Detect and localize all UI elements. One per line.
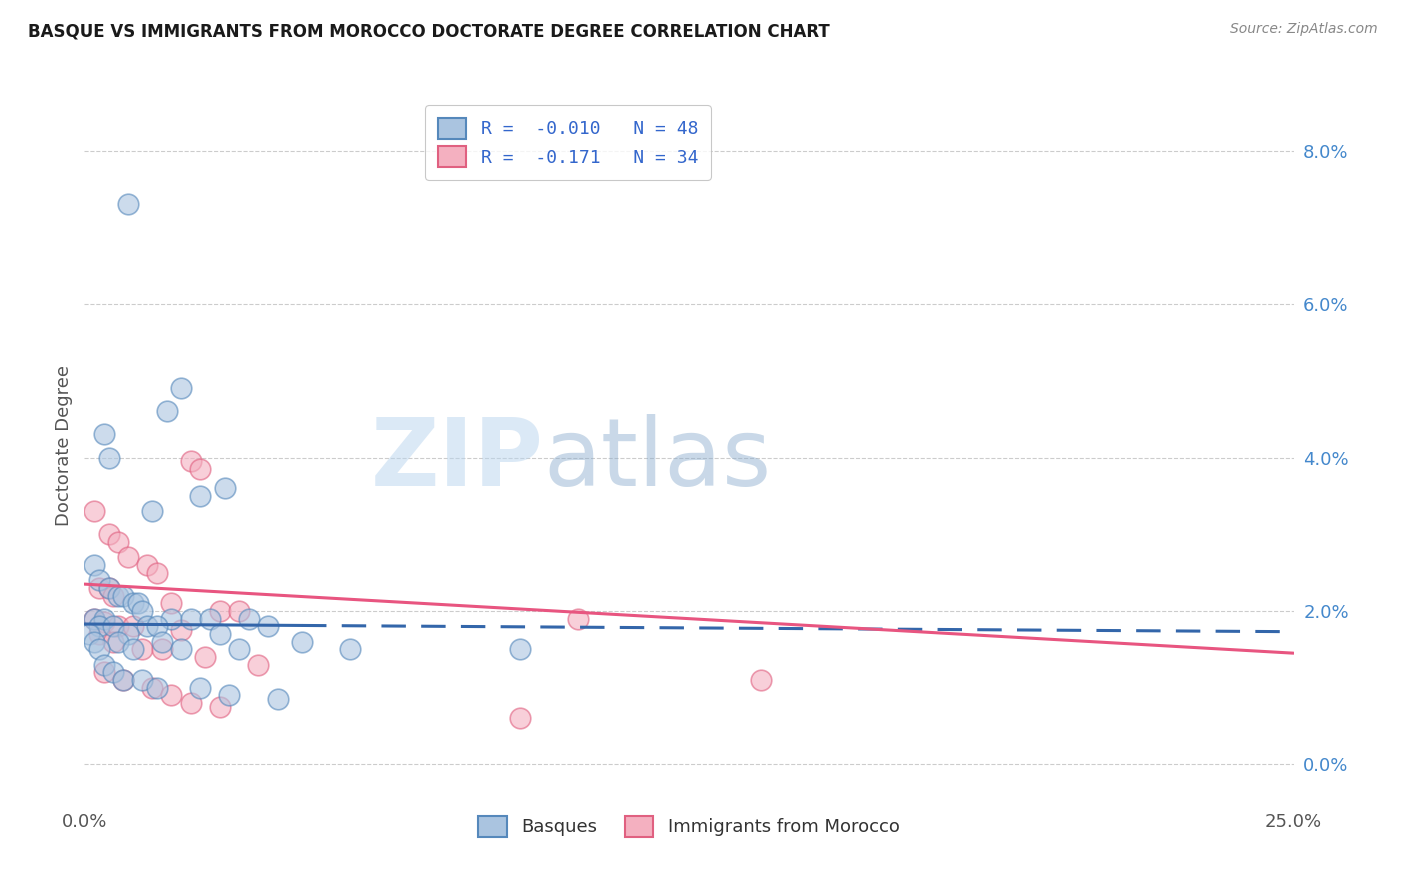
- Point: [103, 589, 125, 603]
- Point: [121, 619, 143, 633]
- Point: [93, 427, 115, 442]
- Point: [97, 581, 120, 595]
- Point: [112, 589, 135, 603]
- Point: [180, 454, 202, 468]
- Point: [208, 627, 231, 641]
- Point: [170, 642, 193, 657]
- Point: [198, 612, 221, 626]
- Point: [93, 665, 115, 680]
- Point: [170, 381, 193, 395]
- Text: atlas: atlas: [544, 414, 772, 507]
- Point: [155, 404, 177, 418]
- Point: [291, 634, 314, 648]
- Point: [180, 696, 202, 710]
- Point: [136, 558, 159, 572]
- Point: [93, 615, 115, 630]
- Point: [117, 197, 139, 211]
- Point: [131, 642, 153, 657]
- Legend: Basques, Immigrants from Morocco: Basques, Immigrants from Morocco: [471, 808, 907, 844]
- Point: [160, 612, 183, 626]
- Point: [112, 673, 135, 687]
- Point: [150, 642, 173, 657]
- Text: ZIP: ZIP: [371, 414, 544, 507]
- Point: [509, 642, 531, 657]
- Point: [83, 612, 105, 626]
- Text: Source: ZipAtlas.com: Source: ZipAtlas.com: [1230, 22, 1378, 37]
- Point: [107, 619, 129, 633]
- Point: [117, 550, 139, 565]
- Y-axis label: Doctorate Degree: Doctorate Degree: [55, 366, 73, 526]
- Point: [103, 665, 125, 680]
- Point: [112, 673, 135, 687]
- Point: [103, 619, 125, 633]
- Point: [180, 612, 202, 626]
- Point: [87, 581, 110, 595]
- Point: [131, 673, 153, 687]
- Point: [238, 612, 260, 626]
- Point: [208, 699, 231, 714]
- Point: [117, 627, 139, 641]
- Point: [107, 535, 129, 549]
- Point: [141, 504, 163, 518]
- Point: [127, 596, 149, 610]
- Point: [93, 657, 115, 672]
- Point: [146, 566, 169, 580]
- Point: [107, 634, 129, 648]
- Point: [87, 627, 110, 641]
- Point: [170, 623, 193, 637]
- Point: [87, 619, 110, 633]
- Point: [567, 612, 589, 626]
- Text: BASQUE VS IMMIGRANTS FROM MOROCCO DOCTORATE DEGREE CORRELATION CHART: BASQUE VS IMMIGRANTS FROM MOROCCO DOCTOR…: [28, 22, 830, 40]
- Point: [160, 689, 183, 703]
- Point: [83, 634, 105, 648]
- Point: [93, 612, 115, 626]
- Point: [77, 627, 100, 641]
- Point: [146, 619, 169, 633]
- Point: [131, 604, 153, 618]
- Point: [214, 481, 236, 495]
- Point: [121, 642, 143, 657]
- Point: [107, 589, 129, 603]
- Point: [509, 711, 531, 725]
- Point: [257, 619, 280, 633]
- Point: [103, 634, 125, 648]
- Point: [194, 650, 217, 665]
- Point: [228, 642, 250, 657]
- Point: [136, 619, 159, 633]
- Point: [87, 574, 110, 588]
- Point: [190, 681, 212, 695]
- Point: [97, 581, 120, 595]
- Point: [190, 489, 212, 503]
- Point: [190, 462, 212, 476]
- Point: [150, 634, 173, 648]
- Point: [339, 642, 361, 657]
- Point: [83, 612, 105, 626]
- Point: [228, 604, 250, 618]
- Point: [208, 604, 231, 618]
- Point: [87, 642, 110, 657]
- Point: [751, 673, 773, 687]
- Point: [160, 596, 183, 610]
- Point: [97, 527, 120, 541]
- Point: [247, 657, 270, 672]
- Point: [218, 689, 240, 703]
- Point: [146, 681, 169, 695]
- Point: [83, 558, 105, 572]
- Point: [267, 692, 290, 706]
- Point: [121, 596, 143, 610]
- Point: [97, 450, 120, 465]
- Point: [141, 681, 163, 695]
- Point: [83, 504, 105, 518]
